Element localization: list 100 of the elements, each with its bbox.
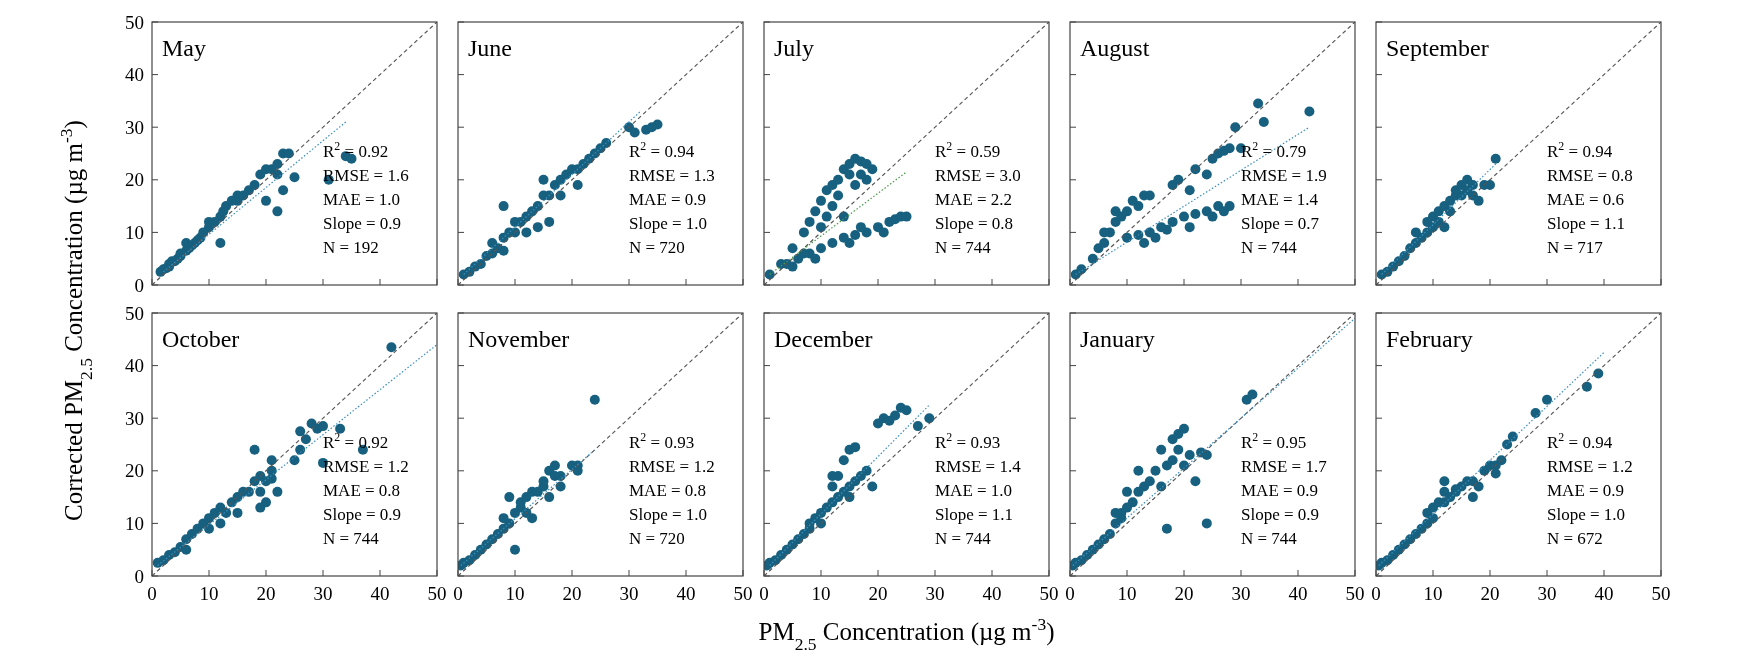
x-tick-label: 30	[1231, 583, 1251, 604]
annotation: RMSE = 1.7	[1241, 457, 1328, 476]
text: December	[774, 326, 873, 352]
annotation: R$^{2}$ = 0.59	[935, 139, 1001, 161]
y-tick-label: 10	[125, 222, 144, 244]
x-tick-label: 10	[505, 583, 525, 604]
y-tick-label: 0	[134, 565, 144, 587]
text: July	[774, 35, 815, 61]
x-tick-label: 30	[619, 583, 639, 604]
annotation: MAE = 0.9	[629, 190, 707, 209]
annotation: RMSE = 1.2	[323, 457, 409, 476]
x-axis-title: PM$_{2.5}$ Concentration (µg m$^{-3}$)	[758, 614, 1055, 654]
annotation: R$^{2}$ = 0.94	[1547, 430, 1613, 452]
annotation: Slope = 1.0	[629, 505, 708, 524]
annotation: Slope = 0.9	[323, 214, 402, 233]
annotation: MAE = 0.9	[1241, 481, 1319, 500]
x-tick-label: 50	[427, 583, 447, 604]
annotation: Slope = 1.0	[629, 214, 708, 233]
annotation: MAE = 1.0	[323, 190, 401, 209]
y-tick-label: 20	[125, 460, 144, 482]
annotation: MAE = 0.6	[1547, 190, 1625, 209]
annotation: N = 717	[1547, 238, 1604, 257]
x-tick-label: 50	[1345, 583, 1365, 604]
x-tick-label: 30	[925, 583, 945, 604]
annotation: R$^{2}$ = 0.92	[323, 139, 389, 161]
y-tick-label: 30	[125, 407, 144, 429]
annotation: RMSE = 1.4	[935, 457, 1022, 476]
annotation: RMSE = 3.0	[935, 166, 1021, 185]
annotation: RMSE = 1.9	[1241, 166, 1327, 185]
annotation: N = 744	[323, 529, 380, 548]
annotation: N = 672	[1547, 529, 1603, 548]
annotation: Slope = 0.8	[935, 214, 1014, 233]
annotation: N = 744	[935, 238, 992, 257]
annotation: Slope = 1.1	[935, 505, 1014, 524]
annotation: RMSE = 1.2	[629, 457, 715, 476]
annotation: N = 720	[629, 238, 685, 257]
annotation: N = 744	[935, 529, 992, 548]
annotation: R$^{2}$ = 0.94	[629, 139, 695, 161]
x-tick-label: 20	[1480, 583, 1500, 604]
y-tick-label: 30	[125, 116, 144, 138]
text: February	[1386, 326, 1473, 352]
x-tick-label: 0	[759, 583, 769, 604]
annotation: N = 744	[1241, 238, 1298, 257]
annotation: R$^{2}$ = 0.94	[1547, 139, 1613, 161]
x-tick-label: 0	[1371, 583, 1381, 604]
x-tick-label: 10	[811, 583, 831, 604]
x-tick-label: 20	[1174, 583, 1194, 604]
x-tick-label: 20	[562, 583, 582, 604]
annotation: RMSE = 1.3	[629, 166, 715, 185]
text: August	[1080, 35, 1150, 61]
text: November	[468, 326, 570, 352]
x-tick-label: 10	[199, 583, 219, 604]
annotation: N = 192	[323, 238, 379, 257]
x-tick-label: 0	[453, 583, 463, 604]
x-tick-label: 10	[1423, 583, 1443, 604]
y-tick-label: 50	[125, 302, 144, 324]
annotation: MAE = 1.4	[1241, 190, 1319, 209]
x-tick-label: 30	[313, 583, 333, 604]
x-tick-label: 40	[1288, 583, 1308, 604]
y-tick-label: 50	[125, 11, 144, 33]
y-tick-label: 40	[125, 64, 144, 86]
y-tick-label: 10	[125, 513, 144, 535]
annotation: MAE = 0.8	[323, 481, 401, 500]
annotation: RMSE = 1.6	[323, 166, 409, 185]
x-tick-label: 40	[370, 583, 390, 604]
annotation: MAE = 0.9	[1547, 481, 1625, 500]
annotation: R$^{2}$ = 0.93	[629, 430, 695, 452]
text: January	[1080, 326, 1155, 352]
text: September	[1386, 35, 1489, 61]
x-tick-label: 40	[982, 583, 1002, 604]
x-tick-label: 20	[256, 583, 276, 604]
annotation: N = 744	[1241, 529, 1298, 548]
x-tick-label: 30	[1537, 583, 1557, 604]
x-tick-label: 50	[1651, 583, 1671, 604]
annotation: N = 720	[629, 529, 685, 548]
annotation: MAE = 1.0	[935, 481, 1013, 500]
text: June	[468, 35, 512, 61]
annotation: MAE = 0.8	[629, 481, 707, 500]
y-tick-label: 20	[125, 169, 144, 191]
x-tick-label: 40	[1594, 583, 1614, 604]
y-tick-label: 0	[134, 274, 144, 296]
annotation: MAE = 2.2	[935, 190, 1013, 209]
y-tick-label: 40	[125, 355, 144, 377]
annotation: RMSE = 0.8	[1547, 166, 1633, 185]
annotation: Slope = 1.0	[1547, 505, 1626, 524]
x-tick-label: 10	[1117, 583, 1137, 604]
x-tick-label: 0	[1065, 583, 1075, 604]
text: October	[162, 326, 240, 352]
annotation: RMSE = 1.2	[1547, 457, 1633, 476]
x-tick-label: 0	[147, 583, 157, 604]
annotation: Slope = 1.1	[1547, 214, 1626, 233]
annotation: Slope = 0.9	[323, 505, 402, 524]
x-tick-label: 40	[676, 583, 696, 604]
x-tick-label: 50	[733, 583, 753, 604]
x-tick-label: 20	[868, 583, 888, 604]
annotation: Slope = 0.7	[1241, 214, 1320, 233]
annotation: R$^{2}$ = 0.79	[1241, 139, 1307, 161]
annotation: R$^{2}$ = 0.95	[1241, 430, 1307, 452]
annotation: R$^{2}$ = 0.92	[323, 430, 389, 452]
annotation: Slope = 0.9	[1241, 505, 1320, 524]
